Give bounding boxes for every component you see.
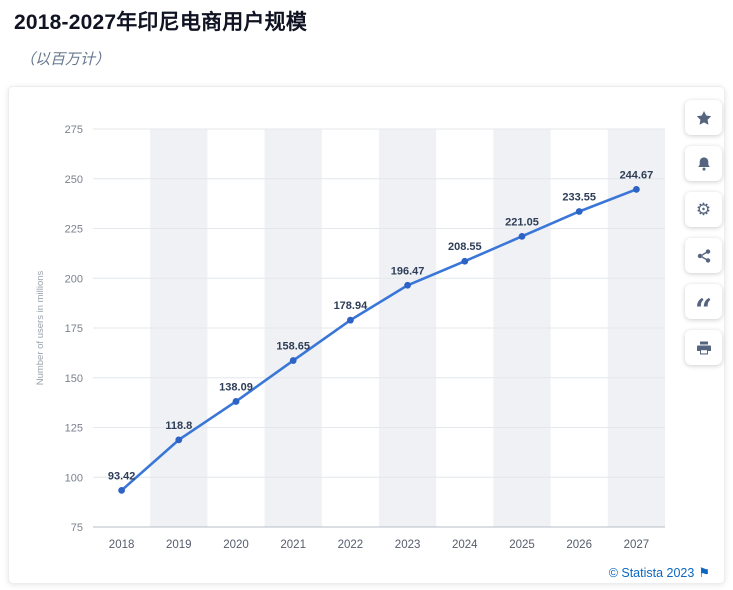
value-label: 178.94 (334, 300, 369, 312)
value-label: 118.8 (165, 420, 192, 432)
x-tick-label: 2018 (109, 539, 135, 551)
y-tick-label: 250 (65, 174, 83, 186)
y-tick-label: 150 (65, 373, 83, 385)
data-point (633, 185, 640, 193)
value-label: 233.55 (562, 191, 596, 203)
x-tick-label: 2022 (338, 539, 364, 551)
data-point (518, 232, 526, 240)
x-tick-label: 2027 (624, 539, 650, 551)
y-tick-label: 125 (65, 423, 83, 435)
value-label: 208.55 (448, 241, 482, 253)
y-tick-label: 175 (65, 323, 83, 335)
x-tick-label: 2020 (223, 539, 249, 551)
chart-svg: 75 100 125 150 175 200 225 250 275 93.42 118.8 138.… (35, 124, 665, 551)
y-tick-label: 275 (65, 124, 83, 136)
y-axis-title: Number of users in millions (35, 270, 46, 385)
x-tick-label: 2021 (280, 539, 306, 551)
x-tick-label: 2026 (566, 539, 592, 551)
line-series (120, 188, 637, 492)
x-tick-label: 2025 (509, 539, 535, 551)
chart-toolbar: ⚙ “ (685, 100, 722, 376)
value-label: 158.65 (276, 341, 310, 353)
copyright-text: © Statista 2023 (608, 566, 695, 580)
value-label: 196.47 (391, 265, 425, 277)
flag-icon: ⚑ (698, 565, 710, 580)
share-icon (696, 248, 712, 264)
y-tick-label: 225 (65, 224, 83, 236)
chart-card: 75 100 125 150 175 200 225 250 275 93.42 118.8 138.… (8, 86, 725, 584)
x-tick-label: 2023 (395, 539, 421, 551)
alerts-button[interactable] (685, 146, 722, 181)
data-point (347, 316, 354, 324)
cite-button[interactable]: “ (685, 284, 722, 325)
page-subtitle: （以百万计） (20, 51, 111, 68)
star-icon (696, 110, 712, 126)
y-tick-label: 200 (65, 273, 83, 285)
x-tick-label: 2019 (166, 539, 192, 551)
data-point (575, 208, 583, 215)
bell-icon (696, 156, 712, 172)
data-point (289, 357, 297, 364)
chart-footer: © Statista 2023 ⚑ (609, 565, 710, 581)
data-point (232, 398, 240, 405)
y-tick-label: 100 (65, 472, 83, 484)
data-point (404, 281, 411, 289)
data-point (118, 486, 125, 494)
x-tick-label: 2024 (452, 539, 478, 551)
value-label: 244.67 (620, 169, 654, 181)
data-point (461, 257, 469, 265)
value-label: 93.42 (108, 470, 136, 482)
value-label: 138.09 (219, 381, 253, 393)
gear-icon: ⚙ (695, 200, 712, 219)
share-button[interactable] (685, 238, 722, 273)
settings-button[interactable]: ⚙ (685, 192, 722, 227)
favorite-button[interactable] (685, 100, 722, 135)
statista-copyright-link[interactable]: © Statista 2023 ⚑ (609, 565, 710, 581)
data-point (175, 436, 183, 444)
printer-icon (696, 340, 712, 356)
value-label: 221.05 (505, 216, 539, 228)
y-tick-label: 75 (71, 522, 83, 534)
page-title: 2018-2027年印尼电商用户规模 (14, 11, 308, 34)
chart-header: 2018-2027年印尼电商用户规模 （以百万计） (14, 6, 307, 69)
print-button[interactable] (685, 330, 722, 365)
